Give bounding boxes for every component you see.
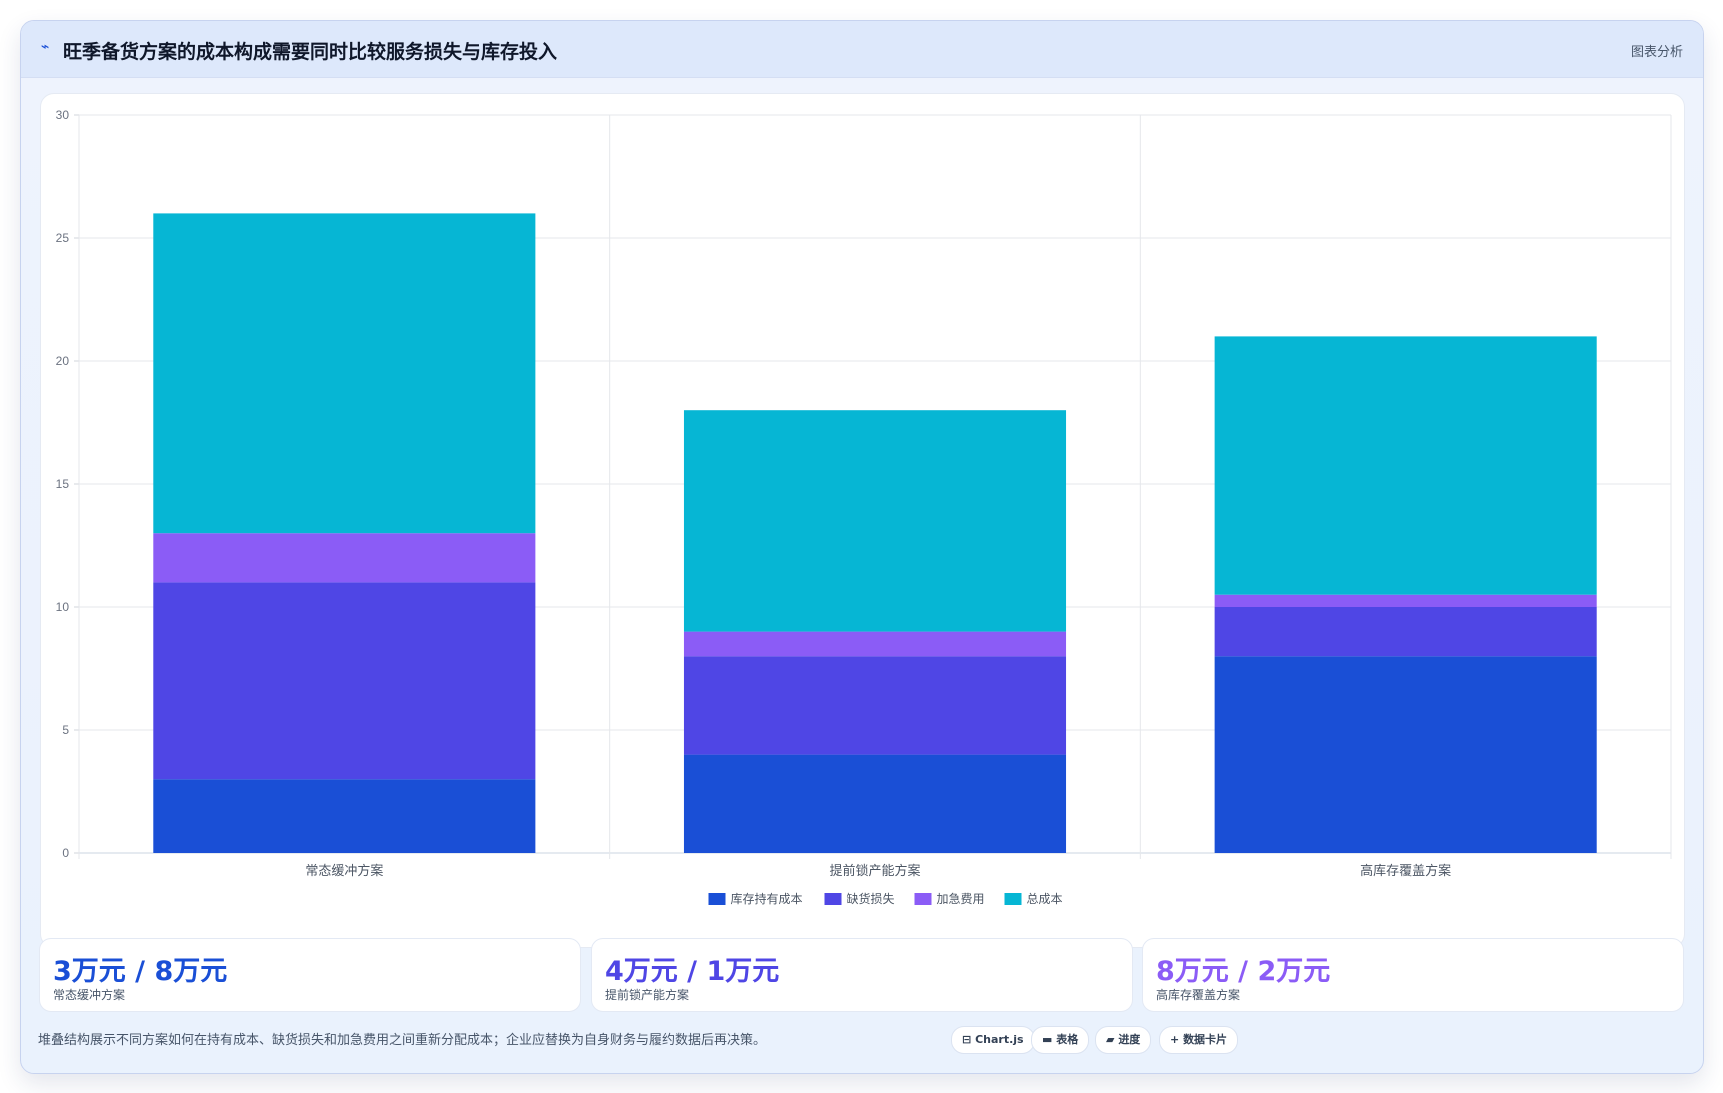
table-pill[interactable]: ▬ 表格 [1031, 1026, 1090, 1054]
pill-label: 进度 [1118, 1033, 1141, 1046]
stat-label: 高库存覆盖方案 [1156, 988, 1241, 1002]
y-tick-label: 30 [56, 108, 70, 122]
stat-value: 4万元 / 1万元 [605, 956, 780, 987]
chartjs-pill[interactable]: ⊟ Chart.js [951, 1026, 1035, 1054]
stat-card-2: 8万元 / 2万元 高库存覆盖方案 [1142, 938, 1684, 1012]
stat-value: 3万元 / 8万元 [53, 956, 228, 987]
stat-label: 提前锁产能方案 [605, 988, 690, 1002]
bar-segment [683, 656, 1067, 755]
legend-swatch [824, 893, 842, 905]
x-tick-label: 高库存覆盖方案 [1360, 863, 1451, 878]
chart-card: 0 5 10 15 20 25 30 常态缓冲方案 提前锁产能方案 高库存覆盖方案库存持有成本 缺货… [40, 93, 1685, 948]
bar-segment [683, 754, 1067, 853]
chart-line-icon: ⌁ [41, 39, 50, 55]
progress-icon: ▰ [1106, 1033, 1115, 1046]
legend-swatch [1004, 893, 1022, 905]
legend-swatch [708, 893, 726, 905]
legend-label: 总成本 [1027, 892, 1063, 906]
pill-label: 数据卡片 [1183, 1033, 1228, 1046]
bar-segment [153, 582, 536, 780]
x-tick-label: 提前锁产能方案 [829, 863, 920, 878]
footnote: 堆叠结构展示不同方案如何在持有成本、缺货损失和加急费用之间重新分配成本；企业应替… [38, 1033, 767, 1048]
panel-tag: 图表分析 [1630, 45, 1683, 60]
legend-label: 缺货损失 [847, 891, 895, 906]
bar-segment [153, 533, 536, 583]
bar-segment [1214, 656, 1597, 853]
legend-label: 加急费用 [937, 891, 985, 906]
legend-swatch [914, 893, 932, 905]
y-tick-label: 15 [56, 477, 70, 491]
chart-icon: ⊟ [962, 1033, 972, 1046]
bar-segment [683, 410, 1067, 632]
x-tick-label: 常态缓冲方案 [305, 863, 383, 878]
legend-label: 库存持有成本 [731, 891, 803, 906]
stat-label: 常态缓冲方案 [53, 988, 126, 1002]
pill-label: 表格 [1056, 1033, 1079, 1046]
stat-card-0: 3万元 / 8万元 常态缓冲方案 [39, 938, 581, 1012]
pill-label: Chart.js [975, 1033, 1024, 1046]
y-tick-label: 10 [56, 600, 70, 614]
y-tick-label: 5 [62, 723, 69, 737]
bar-segment [153, 213, 536, 534]
stat-card-1: 4万元 / 1万元 提前锁产能方案 [591, 938, 1133, 1012]
bar-segment [153, 779, 536, 853]
y-tick-label: 20 [56, 354, 70, 368]
bar-segment [683, 631, 1067, 657]
bar-segment [1214, 336, 1597, 595]
chart-panel: ⌁ 旺季备货方案的成本构成需要同时比较服务损失与库存投入 图表分析 0 5 10 15… [20, 20, 1704, 1074]
panel-title: 旺季备货方案的成本构成需要同时比较服务损失与库存投入 [63, 41, 558, 63]
bar-segment [1214, 607, 1597, 657]
table-icon: ▬ [1042, 1033, 1053, 1046]
y-tick-label: 25 [56, 231, 70, 245]
plus-icon: + [1170, 1033, 1180, 1046]
stat-value: 8万元 / 2万元 [1156, 956, 1331, 987]
data-card-pill[interactable]: + 数据卡片 [1159, 1026, 1239, 1054]
y-tick-label: 0 [62, 846, 69, 860]
bar-segment [1214, 594, 1597, 607]
panel-header: ⌁ 旺季备货方案的成本构成需要同时比较服务损失与库存投入 图表分析 [21, 21, 1703, 78]
progress-pill[interactable]: ▰ 进度 [1095, 1026, 1152, 1054]
